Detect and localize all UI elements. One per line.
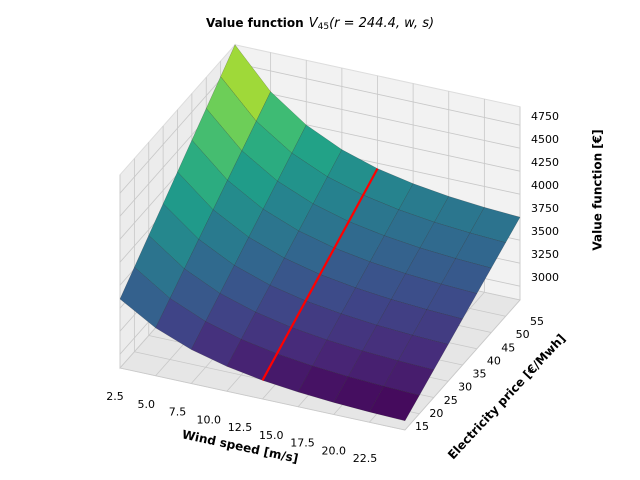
z-tick-label: 4250	[531, 156, 559, 169]
title-sub: 45	[318, 22, 329, 32]
y-tick-label: 25	[444, 394, 458, 407]
grid-line	[119, 62, 236, 194]
z-tick-label: 3250	[531, 248, 559, 261]
x-tick-label: 22.5	[353, 452, 378, 465]
y-tick-label: 20	[429, 407, 443, 420]
z-tick-label: 4500	[531, 133, 559, 146]
y-tick-label: 45	[501, 341, 515, 354]
x-tick-label: 15.0	[259, 429, 284, 442]
surface-patch	[426, 283, 478, 320]
grid-line	[234, 85, 521, 149]
surface	[119, 44, 521, 422]
y-tick-label: 55	[530, 315, 544, 328]
title-base: V	[309, 16, 319, 31]
red-line	[261, 168, 379, 381]
y-tick-label: 35	[473, 368, 487, 381]
x-tick-label: 10.0	[197, 413, 222, 426]
x-tick-label: 17.5	[290, 437, 315, 450]
y-tick-label: 15	[415, 420, 429, 433]
ticks: 2.55.07.510.012.515.017.520.022.51520253…	[106, 110, 559, 465]
x-tick-label: 7.5	[169, 406, 187, 419]
grid-line	[234, 62, 521, 126]
z-tick-label: 4750	[531, 110, 559, 123]
z-tick-label: 3500	[531, 225, 559, 238]
z-tick-label: 4000	[531, 179, 559, 192]
x-tick-label: 2.5	[106, 390, 124, 403]
z-tick-label: 3750	[531, 202, 559, 215]
x-tick-label: 5.0	[138, 398, 156, 411]
title-text: Value function	[206, 16, 304, 30]
z-axis-label: Value function [€]	[591, 129, 605, 250]
surface-patch	[368, 386, 420, 422]
title-args: (r = 244.4, w, s)	[329, 16, 434, 31]
z-tick-label: 3000	[531, 271, 559, 284]
y-tick-label: 50	[516, 328, 530, 341]
grid-line	[119, 367, 406, 431]
x-tick-label: 20.0	[322, 444, 347, 457]
y-tick-label: 30	[458, 381, 472, 394]
chart-title: Value function V45(r = 244.4, w, s)	[206, 16, 434, 32]
y-tick-label: 40	[487, 354, 501, 367]
x-tick-label: 12.5	[228, 421, 253, 434]
